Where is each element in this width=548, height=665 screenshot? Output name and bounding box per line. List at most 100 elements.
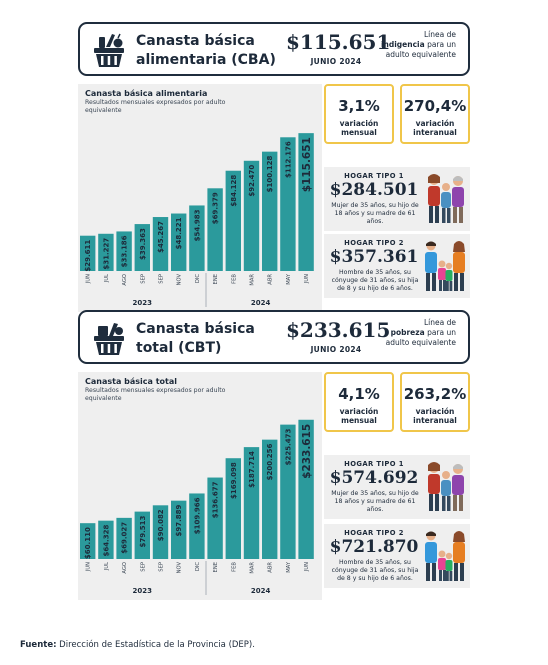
bar-value-label: $84.128 (230, 175, 238, 207)
cba-chart-panel: Canasta básica alimentaria Resultados me… (78, 84, 322, 312)
tick-label: SEP (140, 562, 146, 572)
family-four-icon (425, 241, 465, 291)
bar-value-label: $64.328 (102, 525, 110, 557)
bar-11 (280, 424, 296, 559)
hogar-description: Hombre de 35 años, su cónyuge de 31 años… (331, 559, 419, 582)
bar-2 (116, 231, 132, 271)
tick-label: MAY (286, 273, 292, 285)
bar-value-label: $112.176 (284, 141, 292, 178)
bar-4 (152, 217, 169, 271)
hogar-value: $357.361 (329, 247, 419, 267)
bar-value-label: $33.186 (121, 235, 129, 267)
cba-price: $115.651 (286, 30, 391, 54)
bar-12 (298, 419, 314, 559)
tick-label: MAR (250, 274, 256, 286)
cba-header: Canasta básica alimentaria (CBA) $115.65… (78, 22, 470, 76)
family-three-icon (428, 462, 464, 511)
stat-value: 263,2% (403, 385, 467, 403)
bar-value-label: $169.098 (230, 462, 238, 499)
hogar-value: $574.692 (329, 468, 419, 488)
bar-value-label: $69.027 (121, 522, 129, 554)
bar-value-label: $100.128 (266, 156, 274, 193)
bar-value-label: $92.470 (248, 165, 256, 197)
cba-date: JUNIO 2024 (310, 57, 362, 66)
tick-label: FEB (231, 274, 237, 284)
bar-6 (189, 205, 205, 271)
bar-3 (134, 511, 150, 559)
bar-5 (171, 500, 187, 559)
stat-value: 270,4% (403, 97, 467, 115)
bar-0 (80, 235, 96, 271)
cbt-note: Línea de pobreza para un adulto equivale… (385, 318, 456, 347)
cba-stat-mensual: 3,1% variación mensual (324, 84, 394, 144)
cbt-price: $233.615 (286, 318, 391, 342)
family-three-icon (428, 174, 464, 223)
cba-hogar-2: HOGAR TIPO 2 $357.361 Hombre de 35 años,… (324, 234, 470, 298)
bar-value-label: $48.221 (175, 217, 183, 249)
bar-value-label: $79.513 (139, 515, 147, 547)
bar-value-label: $225.473 (284, 429, 292, 466)
stat-label: variación mensual (339, 407, 379, 425)
bar-value-label: $109.966 (193, 497, 201, 534)
cbt-chart-title: Canasta básica total (85, 377, 177, 386)
bar-value-label: $187.714 (248, 451, 256, 488)
hogar-title: HOGAR TIPO 1 (344, 172, 404, 180)
source-text: Dirección de Estadística de la Provincia… (56, 640, 255, 650)
tick-label: SEP (140, 274, 146, 284)
bar-5 (171, 213, 187, 271)
tick-label: ABR (268, 562, 274, 573)
cbt-section: Canasta básica total (CBT) $233.615 JUNI… (78, 310, 470, 600)
hogar-description: Mujer de 35 años, su hijo de 18 años y s… (331, 202, 419, 225)
bar-value-label: $54.983 (193, 209, 201, 241)
cba-hogar-1: HOGAR TIPO 1 $284.501 Mujer de 35 años, … (324, 167, 470, 231)
hogar-description: Hombre de 35 años, su cónyuge de 31 años… (331, 269, 419, 292)
bar-value-label: $90.082 (157, 509, 165, 541)
bar-8 (225, 458, 241, 559)
tick-label: JUN (304, 562, 310, 572)
bar-value-label: $31.227 (102, 238, 110, 270)
bar-11 (280, 137, 296, 271)
tick-label: NOV (177, 274, 183, 286)
source-footer: Fuente: Dirección de Estadística de la P… (20, 640, 255, 650)
bar-1 (98, 520, 114, 559)
cbt-stat-interanual: 263,2% variación interanual (400, 372, 470, 432)
bar-9 (243, 447, 260, 559)
cba-title: Canasta básica alimentaria (CBA) (136, 33, 276, 68)
tick-label: MAR (250, 562, 256, 574)
hogar-title: HOGAR TIPO 2 (344, 529, 404, 537)
cbt-bar-chart: $60.110 JUN $64.328 JUL $69.027 AGO $79.513 SEP… (80, 419, 314, 595)
tick-label: JUL (104, 562, 110, 571)
cbt-stat-mensual: 4,1% variación mensual (324, 372, 394, 432)
hogar-description: Mujer de 35 años, su hijo de 18 años y s… (331, 490, 419, 513)
stat-label: variación mensual (339, 119, 379, 137)
cba-chart-subtitle: Resultados mensuales expresados por adul… (85, 99, 226, 114)
year-label: 2024 (251, 587, 271, 595)
bar-10 (262, 439, 278, 559)
cbt-hogar-2: HOGAR TIPO 2 $721.870 Hombre de 35 años,… (324, 524, 470, 588)
cba-stat-interanual: 270,4% variación interanual (400, 84, 470, 144)
tick-label: JUL (104, 274, 110, 283)
bar-4 (152, 505, 169, 559)
bar-value-label: $97.889 (175, 505, 183, 537)
tick-label: ABR (268, 274, 274, 285)
tick-label: AGO (122, 562, 128, 574)
cbt-header: Canasta básica total (CBT) $233.615 JUNI… (78, 310, 470, 364)
bar-value-label: $39.363 (139, 228, 147, 260)
stat-label: variación interanual (413, 407, 457, 425)
stat-value: 3,1% (338, 97, 380, 115)
bar-value-label: $200.256 (266, 444, 274, 481)
cba-note: Línea de indigencia para un adulto equiv… (380, 30, 456, 59)
stat-label: variación interanual (413, 119, 457, 137)
tick-label: JUN (304, 274, 310, 284)
bar-value-label: $69.379 (212, 192, 220, 224)
tick-label: SEP (159, 274, 165, 284)
hogar-value: $721.870 (329, 537, 419, 557)
bar-8 (225, 170, 241, 271)
stat-value: 4,1% (338, 385, 380, 403)
tick-label: JUN (86, 274, 92, 284)
hogar-title: HOGAR TIPO 1 (344, 460, 404, 468)
tick-label: MAY (286, 561, 292, 573)
bar-9 (243, 160, 260, 271)
basket-icon (94, 323, 124, 355)
bar-1 (98, 233, 114, 271)
